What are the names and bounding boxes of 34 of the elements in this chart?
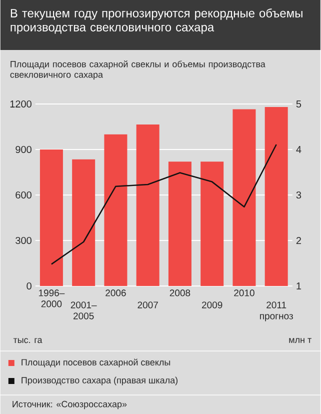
x-tick-label: 1996–2000 — [39, 290, 65, 308]
x-tick-label: 2008 — [170, 290, 190, 296]
bar — [104, 134, 128, 286]
x-tick-label: 2006 — [106, 290, 126, 296]
y-axis-title: тыс. га — [13, 338, 42, 344]
x-tick-label: 2007 — [138, 302, 158, 308]
y2-tick-label: 3 — [296, 191, 302, 199]
y2-axis-title: млн т — [289, 338, 312, 344]
bar — [200, 162, 224, 286]
chart-subtitle: Площади посевов сахарной свеклы и объемы производства свекловичного сахара — [10, 60, 266, 80]
bar — [40, 150, 64, 286]
bar — [168, 162, 192, 286]
x-tick-label: 2009 — [202, 302, 222, 308]
bar — [232, 109, 256, 286]
text: Источник: «Союзроссахар» — [12, 400, 127, 410]
y-tick-label: 0 — [26, 282, 32, 290]
y-tick-label: 1200 — [10, 100, 32, 108]
bar — [72, 159, 96, 286]
chart-title: В текущем году прогнозируются рекордные объемы производства свекловичного сахара — [10, 8, 302, 34]
x-tick-label: 2001–2005 — [70, 302, 97, 320]
bar — [264, 107, 288, 286]
line-series — [50, 144, 278, 265]
bar — [136, 124, 160, 286]
y-tick-label: 300 — [16, 236, 32, 244]
y-tick-label: 900 — [16, 146, 32, 154]
legend-label: Площади посевов сахарной свеклы — [22, 358, 170, 368]
y2-tick-label: 1 — [296, 282, 302, 290]
x-tick-label: 2011 прогноз — [260, 302, 294, 322]
y2-tick-label: 2 — [296, 237, 302, 244]
y2-tick-label: 4 — [296, 146, 302, 153]
legend-label: Производство сахара (правая шкала) — [22, 376, 178, 386]
y2-tick-label: 5 — [296, 100, 302, 108]
x-tick-label: 2010 — [234, 290, 254, 296]
y-tick-label: 600 — [16, 191, 32, 199]
